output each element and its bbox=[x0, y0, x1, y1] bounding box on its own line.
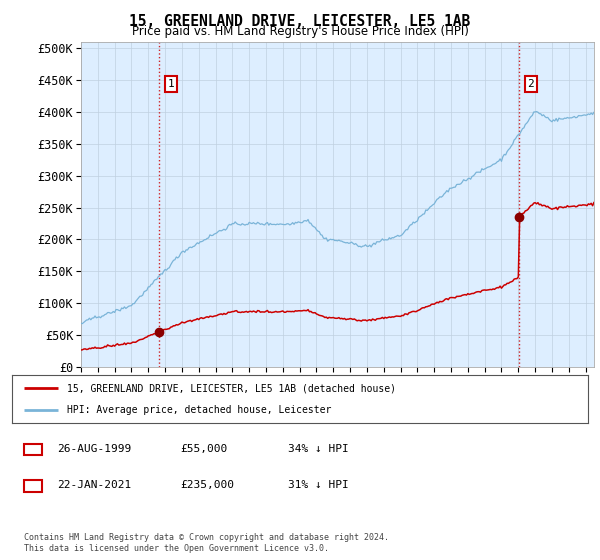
Text: £235,000: £235,000 bbox=[180, 480, 234, 490]
Text: 31% ↓ HPI: 31% ↓ HPI bbox=[288, 480, 349, 490]
Text: 1: 1 bbox=[167, 79, 175, 89]
Text: 26-AUG-1999: 26-AUG-1999 bbox=[57, 444, 131, 454]
Text: Price paid vs. HM Land Registry's House Price Index (HPI): Price paid vs. HM Land Registry's House … bbox=[131, 25, 469, 38]
Text: 2: 2 bbox=[527, 79, 535, 89]
Text: 2: 2 bbox=[29, 480, 37, 490]
Text: 1: 1 bbox=[29, 444, 37, 454]
Text: £55,000: £55,000 bbox=[180, 444, 227, 454]
Text: 15, GREENLAND DRIVE, LEICESTER, LE5 1AB: 15, GREENLAND DRIVE, LEICESTER, LE5 1AB bbox=[130, 14, 470, 29]
Text: 15, GREENLAND DRIVE, LEICESTER, LE5 1AB (detached house): 15, GREENLAND DRIVE, LEICESTER, LE5 1AB … bbox=[67, 383, 396, 393]
Text: 34% ↓ HPI: 34% ↓ HPI bbox=[288, 444, 349, 454]
Text: 22-JAN-2021: 22-JAN-2021 bbox=[57, 480, 131, 490]
Text: HPI: Average price, detached house, Leicester: HPI: Average price, detached house, Leic… bbox=[67, 405, 331, 415]
Text: Contains HM Land Registry data © Crown copyright and database right 2024.
This d: Contains HM Land Registry data © Crown c… bbox=[24, 533, 389, 553]
